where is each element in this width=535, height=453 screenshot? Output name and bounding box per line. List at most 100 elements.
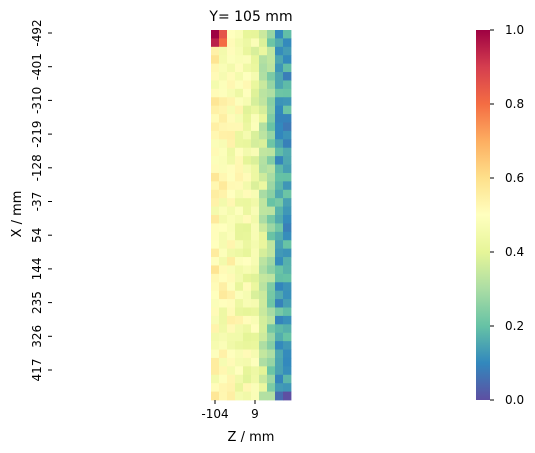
heatmap-cell <box>243 324 252 334</box>
heatmap-cell <box>219 223 228 233</box>
heatmap-cell <box>283 391 292 401</box>
heatmap-cell <box>211 156 220 165</box>
heatmap-cell <box>251 299 260 308</box>
heatmap-cell <box>251 273 260 283</box>
heatmap-cell <box>259 63 268 73</box>
heatmap-cell <box>259 324 268 334</box>
heatmap-cell <box>267 139 276 149</box>
heatmap-cell <box>219 130 228 140</box>
heatmap-cell <box>235 231 244 241</box>
heatmap-cell <box>259 248 268 258</box>
heatmap-cell <box>275 391 284 401</box>
heatmap-cell <box>283 332 292 342</box>
heatmap-cell <box>251 105 260 115</box>
heatmap-cell <box>219 240 228 250</box>
heatmap-cell <box>259 215 268 224</box>
heatmap-cell <box>235 46 244 56</box>
heatmap-cell <box>243 55 252 65</box>
heatmap-cell <box>275 299 284 308</box>
heatmap-cell <box>235 257 244 266</box>
heatmap-cell <box>227 349 236 359</box>
heatmap-cell <box>235 164 244 174</box>
heatmap-cell <box>211 215 220 224</box>
heatmap-cell <box>219 114 228 123</box>
heatmap-cell <box>267 215 276 224</box>
heatmap-cell <box>219 341 228 350</box>
heatmap-cell <box>211 105 220 115</box>
colorbar-tick-label: 0.6 <box>505 171 524 185</box>
heatmap-cell <box>227 206 236 216</box>
heatmap-cell <box>259 97 268 107</box>
y-axis-ticks: -492 -401 -310 -219 -128 -37 54 144 235 326 417 <box>30 19 52 381</box>
heatmap-cell <box>267 130 276 140</box>
heatmap-cell <box>219 383 228 392</box>
heatmap-cell <box>235 72 244 81</box>
heatmap-cell <box>227 315 236 325</box>
heatmap-cell <box>219 63 228 73</box>
heatmap-cell <box>243 357 252 367</box>
heatmap-cell <box>283 88 292 98</box>
heatmap-cell <box>275 332 284 342</box>
heatmap-cell <box>259 72 268 81</box>
heatmap-cell <box>219 80 228 90</box>
heatmap-cell <box>283 273 292 283</box>
heatmap-cell <box>243 374 252 384</box>
heatmap-cell <box>219 248 228 258</box>
heatmap-cell <box>227 147 236 157</box>
heatmap-cell <box>275 114 284 123</box>
heatmap-cell <box>235 315 244 325</box>
heatmap-cell <box>251 231 260 241</box>
y-tick-label: 144 <box>30 257 44 280</box>
heatmap-cell <box>283 299 292 308</box>
heatmap-cell <box>259 341 268 350</box>
heatmap-cell <box>275 172 284 182</box>
heatmap-cell <box>211 88 220 98</box>
colorbar-ticks: 0.0 0.2 0.4 0.6 0.8 1.0 <box>490 23 524 407</box>
x-tick-label: 9 <box>251 407 259 421</box>
heatmap-cell <box>259 55 268 65</box>
heatmap-cell <box>267 374 276 384</box>
heatmap-cell <box>243 307 252 317</box>
heatmap-cell <box>259 46 268 56</box>
heatmap-cell <box>235 189 244 199</box>
heatmap-cell <box>251 290 260 300</box>
heatmap-cell <box>219 164 228 174</box>
heatmap-cell <box>219 299 228 308</box>
heatmap-cell <box>275 315 284 325</box>
heatmap-cell <box>219 30 228 39</box>
heatmap-cell <box>219 122 228 132</box>
heatmap-cell <box>283 139 292 149</box>
heatmap-cell <box>243 156 252 165</box>
heatmap-cell <box>283 172 292 182</box>
heatmap-cell <box>283 130 292 140</box>
heatmap-cell <box>283 265 292 275</box>
heatmap-cell <box>283 72 292 81</box>
colorbar <box>476 30 490 400</box>
heatmap-cell <box>227 105 236 115</box>
heatmap-cell <box>211 248 220 258</box>
heatmap-cell <box>211 315 220 325</box>
heatmap-cell <box>235 147 244 157</box>
heatmap-cell <box>219 257 228 266</box>
heatmap-cell <box>283 315 292 325</box>
heatmap-cell <box>235 307 244 317</box>
heatmap-cell <box>211 282 220 292</box>
heatmap-cell <box>251 206 260 216</box>
heatmap-cell <box>259 139 268 149</box>
heatmap-cell <box>211 38 220 48</box>
heatmap-cell <box>243 172 252 182</box>
heatmap-cell <box>243 147 252 157</box>
heatmap-cell <box>283 223 292 233</box>
heatmap-cell <box>267 114 276 123</box>
heatmap-cell <box>267 383 276 392</box>
heatmap-cell <box>211 164 220 174</box>
heatmap-cell <box>267 189 276 199</box>
heatmap-cell <box>227 164 236 174</box>
heatmap-cell <box>283 122 292 132</box>
heatmap-cell <box>267 299 276 308</box>
heatmap-cell <box>211 299 220 308</box>
heatmap-cell <box>219 265 228 275</box>
heatmap-cell <box>219 332 228 342</box>
heatmap-cell <box>219 97 228 107</box>
heatmap-cell <box>211 114 220 123</box>
